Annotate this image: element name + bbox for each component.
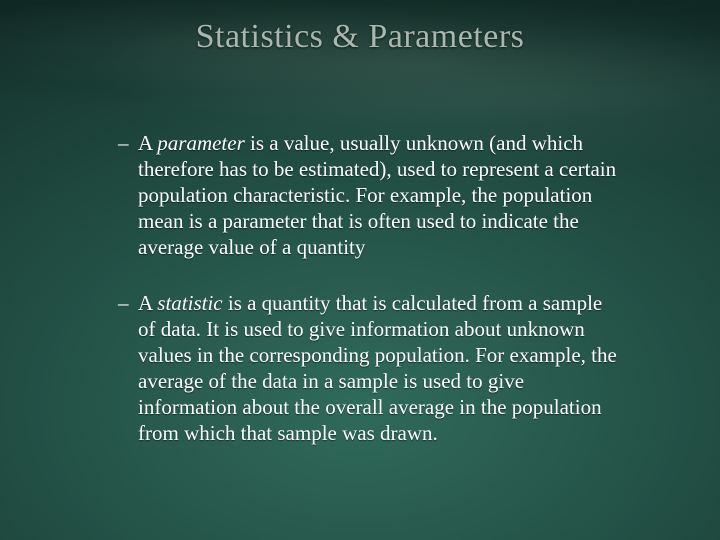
- bullet-term: parameter: [157, 131, 245, 155]
- dash-icon: –: [118, 130, 138, 156]
- bullet-term: statistic: [157, 291, 222, 315]
- dash-icon: –: [118, 290, 138, 316]
- slide-body: – A parameter is a value, usually unknow…: [118, 130, 618, 476]
- bullet-prefix: A: [138, 291, 157, 315]
- bullet-item: – A parameter is a value, usually unknow…: [118, 130, 618, 260]
- bullet-prefix: A: [138, 131, 157, 155]
- bullet-text: A statistic is a quantity that is calcul…: [138, 290, 618, 446]
- bullet-text: A parameter is a value, usually unknown …: [138, 130, 618, 260]
- bullet-item: – A statistic is a quantity that is calc…: [118, 290, 618, 446]
- slide: Statistics & Parameters – A parameter is…: [0, 0, 720, 540]
- slide-title: Statistics & Parameters: [0, 18, 720, 56]
